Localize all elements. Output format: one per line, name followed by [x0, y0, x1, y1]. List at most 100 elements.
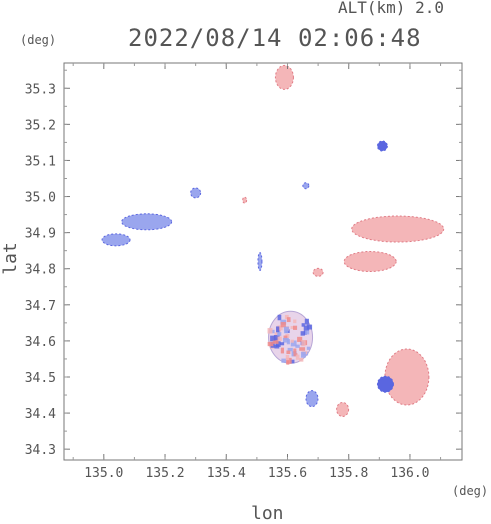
echo-core — [129, 217, 152, 227]
echo-region — [257, 252, 263, 271]
echo-pixel — [277, 332, 282, 336]
echo-cell — [257, 252, 263, 271]
echo-pixel — [295, 354, 300, 360]
echo-pixel — [299, 357, 304, 362]
echo-region — [242, 196, 248, 204]
echo-region — [336, 401, 350, 417]
echo-pixel — [290, 325, 295, 329]
echo-cell — [312, 267, 324, 277]
echo-pixel — [274, 337, 278, 343]
y-tick-label: 35.0 — [25, 191, 56, 206]
echo-pixel — [277, 314, 282, 321]
echo-pixel — [290, 359, 295, 364]
echo-region — [343, 251, 397, 272]
echo-core — [351, 255, 376, 268]
echo-layer — [101, 64, 445, 417]
x-tick-label: 135.8 — [329, 466, 368, 481]
echo-pixel — [306, 346, 311, 350]
axis-ticks: 135.0 135.2 135.4 135.6 135.8 136.0 34.3 34.4 34… — [25, 63, 462, 481]
echo-region — [274, 64, 294, 90]
echo-region — [305, 390, 319, 408]
y-tick-label: 35.1 — [25, 154, 56, 169]
x-tick-label: 135.4 — [207, 466, 246, 481]
echo-core — [365, 221, 407, 237]
echo-core — [106, 236, 119, 244]
echo-cell — [242, 196, 248, 204]
y-unit-label: (deg) — [20, 33, 57, 47]
echo-cell — [274, 64, 294, 90]
x-tick-label: 135.2 — [145, 466, 184, 481]
echo-core — [391, 360, 412, 394]
x-tick-label: 135.6 — [268, 466, 307, 481]
echo-region — [190, 187, 202, 199]
echo-pixel — [293, 353, 298, 357]
echo-region — [376, 375, 394, 393]
echo-cell — [190, 187, 202, 199]
altitude-label: ALT(km) 2.0 — [338, 0, 444, 17]
y-tick-label: 34.4 — [25, 407, 56, 422]
y-tick-label: 35.3 — [25, 82, 56, 97]
echo-pixel — [283, 329, 289, 334]
x-axis-label: lon — [251, 503, 284, 524]
echo-pixel — [293, 348, 297, 354]
echo-pixel — [306, 324, 313, 330]
timestamp: 2022/08/14 02:06:48 — [128, 24, 422, 52]
echo-pixel — [286, 339, 290, 345]
y-tick-label: 34.7 — [25, 299, 56, 314]
x-unit-label: (deg) — [452, 484, 489, 498]
echo-region — [101, 233, 131, 247]
echo-cell — [376, 140, 388, 152]
y-tick-label: 34.8 — [25, 263, 56, 278]
echo-pixel — [281, 358, 287, 363]
echo-pixel — [303, 325, 310, 331]
echo-region — [384, 348, 430, 406]
y-tick-label: 34.6 — [25, 335, 56, 350]
echo-pixel — [301, 340, 306, 347]
echo-pixel — [305, 330, 310, 335]
echo-pixel — [273, 341, 278, 348]
echo-region — [121, 213, 173, 231]
echo-pixel — [286, 350, 291, 355]
y-tick-label: 34.3 — [25, 443, 56, 458]
plot-border — [63, 62, 463, 461]
echo-pixel — [285, 354, 290, 361]
echo-pixel — [272, 340, 279, 344]
echo-pixel — [299, 347, 306, 351]
echo-pixel — [267, 341, 274, 347]
echo-pixel — [276, 326, 280, 333]
echo-region — [376, 140, 388, 152]
echo-pixel — [283, 335, 288, 340]
echo-pixel — [286, 360, 290, 365]
echo-pixel — [287, 347, 293, 352]
echo-pixel — [295, 344, 300, 348]
echo-region — [267, 310, 314, 365]
echo-cell — [376, 375, 394, 393]
echo-pixel — [290, 340, 297, 347]
echo-cell — [305, 390, 319, 408]
echo-pixel — [284, 314, 289, 320]
echo-pixel — [277, 336, 282, 342]
echo-pixel — [279, 342, 285, 346]
echo-pixel — [301, 351, 306, 358]
echo-pixel — [280, 321, 286, 328]
x-tick-label: 136.0 — [390, 466, 429, 481]
echo-region — [351, 215, 445, 243]
y-tick-label: 34.9 — [25, 227, 56, 242]
echo-pixel — [283, 326, 289, 331]
echo-cell — [336, 401, 350, 417]
echo-pixel — [286, 317, 291, 323]
echo-pixel — [270, 335, 276, 342]
echo-region — [312, 267, 324, 277]
plot-frame — [63, 62, 463, 461]
echo-pixel — [301, 323, 305, 327]
echo-pixel — [277, 325, 283, 331]
echo-pixel — [280, 347, 285, 354]
echo-pixel — [293, 325, 298, 330]
echo-pixel — [300, 331, 305, 336]
x-tick-label: 135.0 — [84, 466, 123, 481]
echo-pixel — [304, 318, 309, 325]
echo-pixel — [282, 337, 289, 343]
echo-pixel — [297, 336, 303, 342]
y-tick-label: 34.5 — [25, 371, 56, 386]
